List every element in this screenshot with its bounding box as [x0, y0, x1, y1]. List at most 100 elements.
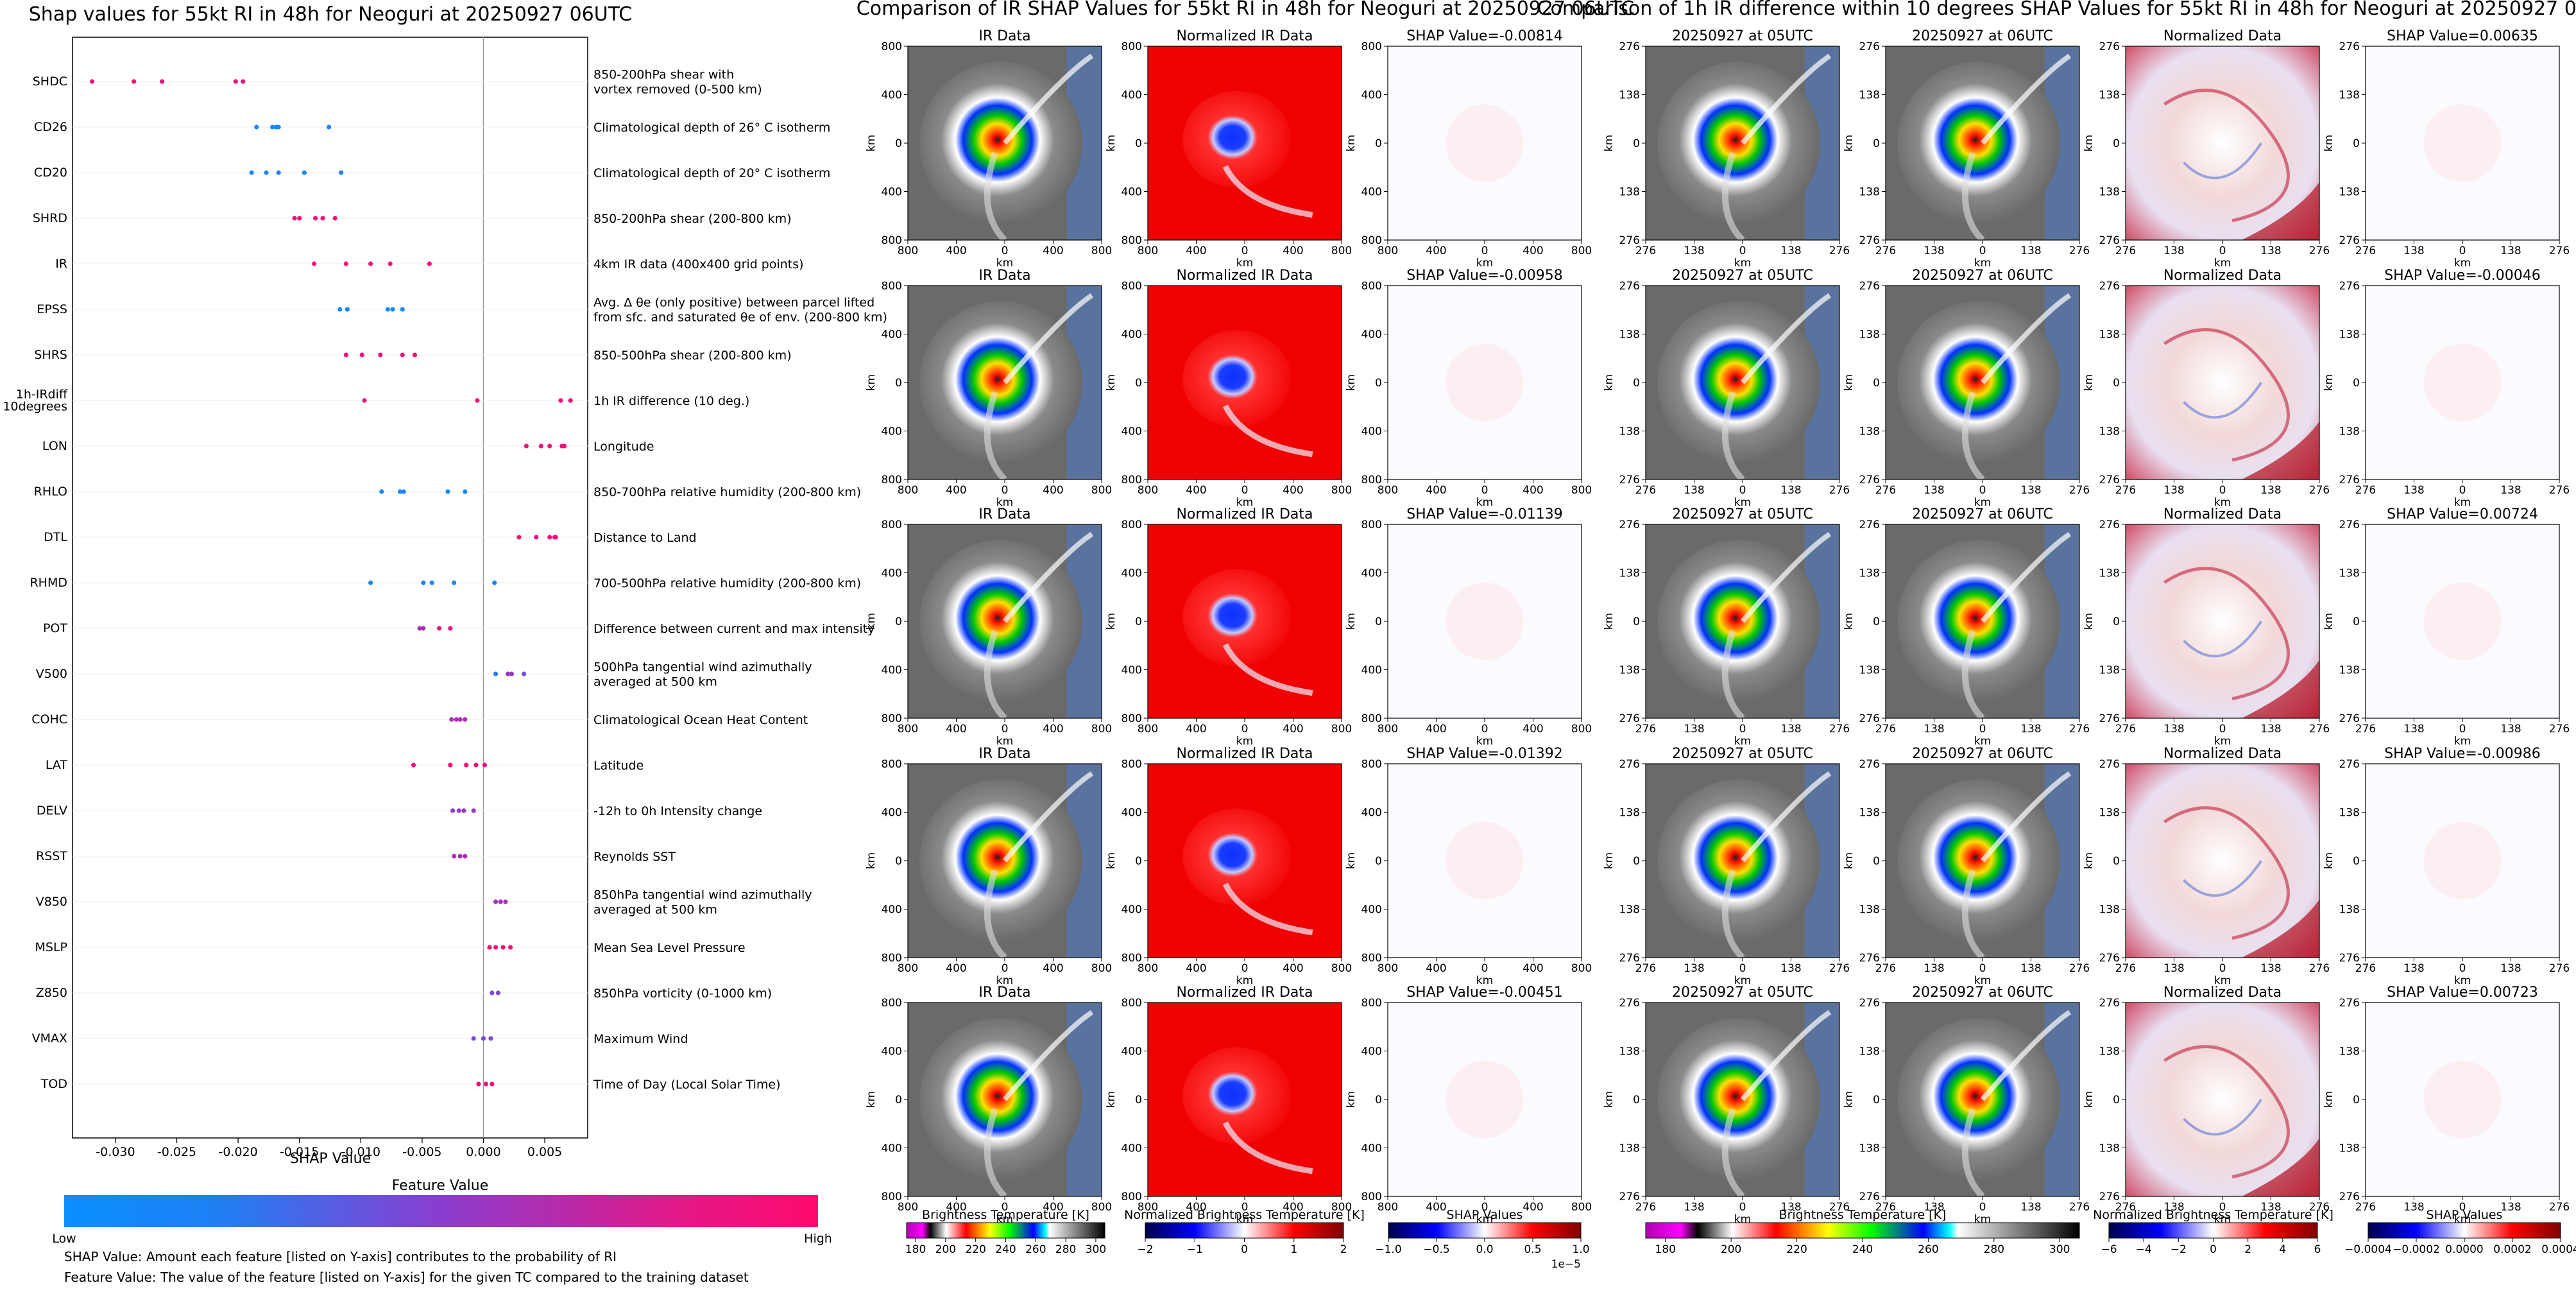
- x-tick-label: 138: [1923, 1201, 1944, 1214]
- ir-colorbar-brightness: Brightness Temperature [K] 180 200 220 240 26…: [905, 1208, 1106, 1256]
- x-tick-label: 138: [2500, 723, 2521, 736]
- y-tick-label: 800: [1361, 1191, 1382, 1203]
- shap-title: Shap values for 55kt RI in 48h for Neogu…: [29, 3, 632, 26]
- image-panel-norm: [1148, 1003, 1342, 1196]
- x-tick-label: 276: [2549, 245, 2570, 257]
- y-tick-label: 800: [1122, 1191, 1142, 1203]
- y-tick-label: 400: [882, 664, 902, 677]
- y-tick-label: 276: [2099, 952, 2120, 965]
- y-tick-label: 400: [1361, 664, 1382, 677]
- shap-point: [492, 580, 497, 585]
- x-tick-label: 138: [1923, 962, 1944, 975]
- x-tick-label: 800: [1571, 1201, 1592, 1214]
- y-axis-label: km: [1105, 374, 1118, 391]
- y-tick-label: 138: [2339, 186, 2360, 199]
- y-tick-label: 800: [882, 474, 902, 487]
- image-panel-raw: [1886, 46, 2079, 243]
- x-tick-label: 276: [2309, 962, 2330, 975]
- feature-name-label: RSST: [36, 849, 67, 863]
- shap-point: [493, 945, 499, 950]
- y-tick-label: 276: [1619, 280, 1640, 293]
- feature-name-label: DELV: [37, 804, 67, 818]
- x-tick-label: 276: [1829, 962, 1850, 975]
- y-tick-label: 0: [2113, 1094, 2120, 1107]
- shap-point: [547, 444, 552, 449]
- shap-point: [421, 626, 426, 631]
- x-tick-label: 138: [1684, 723, 1704, 736]
- x-tick-label: 400: [1186, 1201, 1206, 1214]
- shap-point: [390, 307, 395, 312]
- colorbar-tick: 6: [2314, 1243, 2321, 1256]
- x-tick-label: 400: [1426, 245, 1446, 257]
- shap-xlabel: SHAP Value: [290, 1151, 371, 1167]
- y-tick-label: 800: [1122, 712, 1142, 725]
- y-tick-label: 800: [882, 712, 902, 725]
- feature-name-label: SHRD: [33, 211, 67, 225]
- x-tick-label: 276: [2309, 723, 2330, 736]
- colorbar-label: Normalized Brightness Temperature [K]: [1124, 1208, 1365, 1222]
- panel-title: IR Data: [978, 985, 1030, 1001]
- x-tick-label: 400: [1523, 962, 1543, 975]
- x-axis-label: km: [1974, 974, 1991, 987]
- colorbar-tick: 2: [2244, 1243, 2251, 1256]
- x-tick-label: 138: [2020, 962, 2041, 975]
- x-tick-label: 400: [1426, 962, 1446, 975]
- x-tick-label: 0: [1002, 1201, 1009, 1214]
- shap-point: [401, 489, 406, 494]
- y-tick-label: 800: [882, 1191, 902, 1203]
- x-tick-label: 0: [1481, 484, 1488, 497]
- shap-point: [332, 216, 337, 221]
- shap-point: [475, 398, 480, 403]
- y-axis-label: km: [2323, 135, 2335, 151]
- feature-value-colorbar: [64, 1195, 818, 1227]
- feature-description-label: Avg. Δ θe (only positive) between parcel…: [593, 296, 874, 310]
- x-axis-label: km: [1974, 257, 1991, 270]
- y-tick-label: 0: [895, 137, 902, 150]
- x-tick-label: 0: [2219, 962, 2226, 975]
- y-tick-label: 400: [882, 426, 902, 438]
- x-axis-label: km: [1734, 257, 1751, 270]
- shap-point: [343, 261, 348, 266]
- shap-point: [547, 535, 552, 540]
- image-panel-diffnorm: [2126, 286, 2319, 479]
- y-tick-label: 400: [1361, 186, 1382, 199]
- y-tick-label: 400: [1361, 567, 1382, 580]
- y-axis-label: km: [2083, 374, 2095, 391]
- y-tick-label: 138: [1619, 567, 1640, 580]
- y-tick-label: 276: [1619, 952, 1640, 965]
- y-axis-label: km: [1105, 613, 1118, 630]
- shap-point: [452, 854, 457, 859]
- x-tick-label: 800: [1091, 245, 1112, 257]
- colorbar-tick: 260: [1918, 1243, 1938, 1256]
- y-axis-label: km: [1603, 374, 1616, 391]
- y-tick-label: 0: [2113, 137, 2120, 150]
- y-tick-label: 0: [1873, 855, 1880, 868]
- feature-name-label: COHC: [31, 712, 67, 727]
- x-axis-label: km: [2214, 974, 2231, 987]
- shap-point: [457, 717, 463, 722]
- feature-description-label: Distance to Land: [593, 531, 697, 545]
- feature-description-label: 850hPa tangential wind azimuthally: [593, 888, 812, 902]
- y-tick-label: 400: [1361, 89, 1382, 102]
- x-tick-label: 276: [2355, 1201, 2376, 1214]
- y-tick-label: 276: [1619, 40, 1640, 53]
- x-tick-label: 276: [2355, 723, 2376, 736]
- shap-point: [449, 717, 454, 722]
- x-tick-label: 138: [1923, 245, 1944, 257]
- x-tick-label: 276: [2549, 1201, 2570, 1214]
- x-tick-label: 138: [1684, 484, 1704, 497]
- x-axis-label: km: [2214, 496, 2231, 509]
- x-axis-label: km: [2214, 735, 2231, 748]
- x-tick-label: 400: [946, 1201, 966, 1214]
- y-axis-label: km: [2323, 852, 2335, 869]
- shap-point: [362, 398, 367, 403]
- colorbar-tick: 0.0004: [2541, 1243, 2576, 1256]
- x-tick-label: 276: [2309, 484, 2330, 497]
- x-tick-label: 138: [2163, 1201, 2184, 1214]
- x-tick-label: 276: [2549, 723, 2570, 736]
- x-tick-label: 138: [2500, 962, 2521, 975]
- feature-name-label: 1h-IRdiff: [16, 388, 68, 402]
